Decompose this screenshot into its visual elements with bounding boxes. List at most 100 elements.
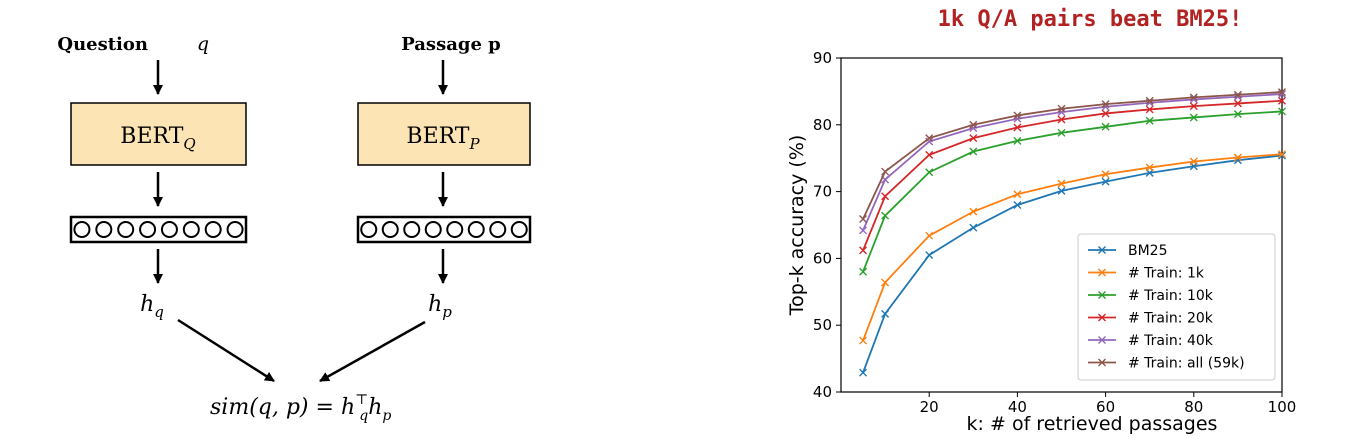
vector-p-element-1 [360,221,378,238]
legend-label: # Train: 1k [1128,266,1205,282]
legend-box [1077,233,1276,381]
vector-q-element-5 [160,221,178,238]
bert-p-box [357,102,531,166]
data-point [1057,128,1066,137]
data-point [881,167,890,176]
hq-sub: q [154,303,164,321]
x-tick-label: 100 [1268,398,1297,416]
data-point [969,223,978,232]
y-tick-label: 60 [813,249,832,267]
data-point [1101,177,1110,186]
bert-q-box [70,102,247,166]
series-2 [859,150,1286,345]
x-tick-label: 80 [1184,398,1203,416]
vector-p-element-8 [510,221,528,238]
chart-title: 1k Q/A pairs beat BM25! [938,7,1243,32]
legend-entry: # Train: 40k [1088,333,1214,349]
legend-marker [1098,336,1106,344]
data-point [1189,113,1198,122]
hp-label: hp [428,292,452,321]
vector-p-element-3 [403,221,421,238]
sim-formula: sim(q, p) = h⊤ qhp [210,392,391,424]
hp-sub: p [442,303,452,321]
data-point [925,231,934,240]
legend-label: # Train: 20k [1128,311,1214,327]
vector-q [69,215,248,244]
series-3 [859,107,1286,276]
y-axis-label: Top-k accuracy (%) [786,135,808,317]
data-point [1233,99,1242,108]
data-point [1233,90,1242,99]
legend-marker [1098,246,1106,254]
legend-entry: BM25 [1088,243,1168,259]
series-1 [859,151,1286,377]
bert-q-sub: Q [183,135,195,153]
data-point [1013,136,1022,145]
vector-p-element-4 [424,221,442,238]
legend-entry: # Train: 10k [1088,288,1214,304]
question-label: Question [57,34,148,55]
vector-q-element-8 [226,221,244,238]
legend-label: BM25 [1128,243,1168,259]
sim-h1-sub: q [359,408,368,424]
legend-entry: # Train: 20k [1088,311,1214,327]
vector-q-element-7 [204,221,222,238]
data-point [859,267,868,276]
passage-label: Passage p [401,34,501,55]
data-point [1101,122,1110,131]
data-point [1145,96,1154,105]
data-point [1189,93,1198,102]
plot-frame [840,57,1283,393]
y-tick-label: 70 [813,183,832,201]
data-point [1278,150,1286,159]
x-tick-label: 20 [920,398,939,416]
data-point [969,120,978,129]
data-point [925,150,934,159]
data-point [1233,110,1242,119]
data-point [1278,88,1286,97]
data-point [925,134,934,143]
data-point [1278,151,1286,160]
bert-q-label: BERTQ [120,124,195,153]
y-tick-label: 90 [813,49,832,67]
data-point [859,226,868,235]
vector-p-element-2 [381,221,399,238]
hq-label: hq [140,292,164,321]
plot-area: 40 50 60 70 80 90 20 40 60 80 100 BM25 # Train: 1k # … [813,49,1296,416]
data-point [1145,163,1154,172]
y-tick-label: 40 [813,383,832,401]
data-point [881,278,890,287]
data-point [1145,105,1154,114]
legend-label: # Train: 10k [1128,288,1214,304]
vector-q-element-4 [139,221,157,238]
data-point [1057,179,1066,188]
legend-label: # Train: all (59k) [1128,356,1245,372]
data-point [1278,96,1286,105]
x-tick-label: 60 [1096,398,1115,416]
data-point [1101,170,1110,179]
bert-p-label: BERTP [406,124,480,153]
data-point [969,207,978,216]
data-point [1057,115,1066,124]
data-point [1013,200,1022,209]
data-point [881,211,890,220]
y-tick-label: 80 [813,116,832,134]
data-point [1057,104,1066,113]
data-point [1013,123,1022,132]
vector-q-element-6 [182,221,200,238]
vector-q-element-3 [117,221,135,238]
vector-p-element-5 [446,221,464,238]
data-point [859,368,868,377]
data-point [1189,157,1198,166]
data-point [925,168,934,177]
sim-h2-sub: p [382,408,391,424]
x-axis-label: k: # of retrieved passages [967,413,1218,435]
legend-marker [1098,313,1106,322]
vector-q-element-1 [73,221,91,238]
vector-p [356,215,532,244]
data-point [1013,111,1022,120]
y-tick-label: 50 [813,316,832,334]
data-point [1145,116,1154,125]
arrow-hp-to-sim [319,320,426,383]
